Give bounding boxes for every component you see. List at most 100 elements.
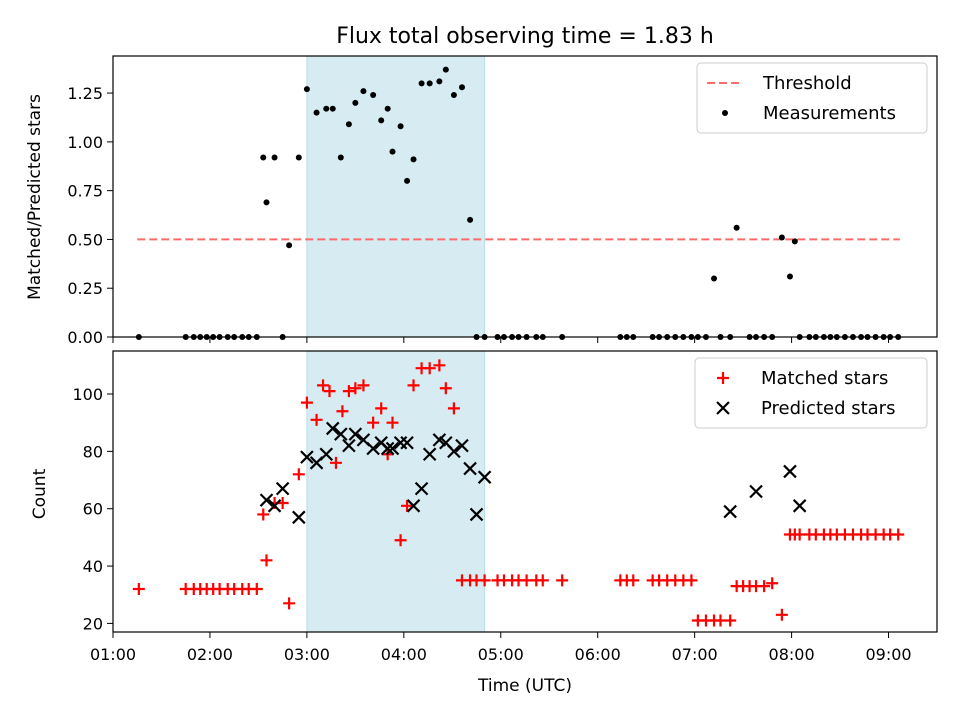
matched-star-point [433,359,446,372]
predicted-star-point [366,441,380,456]
legend-label: Matched stars [761,368,888,389]
matched-star-point [447,402,460,415]
measurement-point [337,154,344,161]
x-tick-label: 03:00 [284,645,330,664]
measurement-point [410,156,417,163]
top-plot-area: 0.00 0.25 0.50 0.75 1.00 1.25 Threshold Measure… [67,55,938,347]
predicted-star-point [792,499,807,513]
legend-box [694,357,928,429]
y-tick-label: 60 [83,500,103,519]
predicted-star-point [406,499,421,513]
measurement-point [271,154,278,161]
legend-plus-swatch [717,372,729,384]
y-tick-label: 40 [83,557,103,576]
measurement-point [450,92,457,99]
matched-star-point [329,456,342,469]
y-tick-label: 0.00 [67,328,103,347]
x-tick-label: 04:00 [381,645,427,664]
measurement-point [263,199,270,206]
predicted-star-point [348,427,363,441]
top-y-axis-label: Matched/Predicted stars [25,94,45,300]
measurement-point [352,99,359,106]
measurement-point [404,177,411,184]
predicted-star-point [723,504,737,519]
predicted-star-point [300,450,314,464]
matched-star-point [250,582,263,595]
measurement-point [397,123,404,130]
y-tick-label: 80 [83,442,103,461]
matched-star-point [685,574,698,587]
matched-star-point [758,580,771,593]
predicted-star-point [292,510,306,525]
y-tick-label: 0.25 [67,279,103,298]
x-axis-label: Time (UTC) [477,676,572,696]
matched-star-point [375,402,388,415]
x-tick-label: 07:00 [672,645,718,664]
measurement-point [384,105,391,112]
legend-box [696,62,928,134]
matched-star-point [766,577,779,590]
measurement-point [791,238,798,245]
measurement-point [303,86,310,93]
matched-star-point [892,528,905,541]
measurement-point [295,154,302,161]
matched-star-point [386,416,399,429]
predicted-star-point [469,507,484,522]
measurement-point [786,273,793,280]
matched-star-point [775,608,788,621]
matched-star-point [349,382,362,395]
predicted-star-point [422,447,437,462]
bottom-y-axis-label: Count [30,468,50,519]
matched-star-point [257,508,270,521]
matched-star-point [423,362,436,375]
predicted-star-point [463,461,477,476]
matched-star-point [724,614,737,627]
predicted-star-point [455,438,469,453]
measurement-point [313,109,320,116]
matched-star-point [407,379,420,392]
predicted-star-point [447,444,461,459]
legend: Matched stars Predicted stars [694,357,928,429]
predicted-star-point [400,435,414,450]
measurement-point [323,105,330,112]
x-tick-label: 01:00 [90,645,136,664]
measurement-point [733,224,740,231]
measurement-point [711,275,718,282]
matched-star-point [132,582,145,595]
matched-star-point [357,379,370,392]
measurement-point [436,78,443,85]
legend-dot-swatch [722,110,728,116]
predicted-star-point [749,484,763,499]
y-tick-label: 0.50 [67,230,103,249]
y-tick-label: 1.00 [67,133,103,152]
legend-x-swatch [716,401,730,415]
measurement-point [458,84,465,91]
x-tick-label: 09:00 [865,645,911,664]
measurement-point [426,80,433,87]
measurement-point [370,92,377,99]
x-tick-label: 02:00 [187,645,233,664]
matched-star-point [478,574,491,587]
matched-star-point [283,597,296,610]
measurement-point [360,88,367,95]
y-tick-label: 1.25 [67,84,103,103]
matched-star-point [292,468,305,481]
predicted-star-point [334,427,348,441]
bottom-plot-area: 01:00 02:00 03:00 04:00 05:00 06:00 07:00 08:00… [72,350,938,664]
y-tick-label: 0.75 [67,182,103,201]
measurement-point [442,66,449,73]
predicted-star-point [414,481,429,496]
x-tick-label: 08:00 [769,645,815,664]
matched-star-point [323,385,336,398]
legend-label: Predicted stars [761,398,895,419]
highlight-span [306,350,486,633]
predicted-star-point [380,441,395,456]
predicted-star-point [325,421,340,436]
predicted-star-point [783,464,797,479]
matched-star-point [367,416,380,429]
matched-star-point [310,413,323,426]
measurement-point [260,154,267,161]
measurement-point [345,121,352,128]
measurement-point [389,148,396,155]
